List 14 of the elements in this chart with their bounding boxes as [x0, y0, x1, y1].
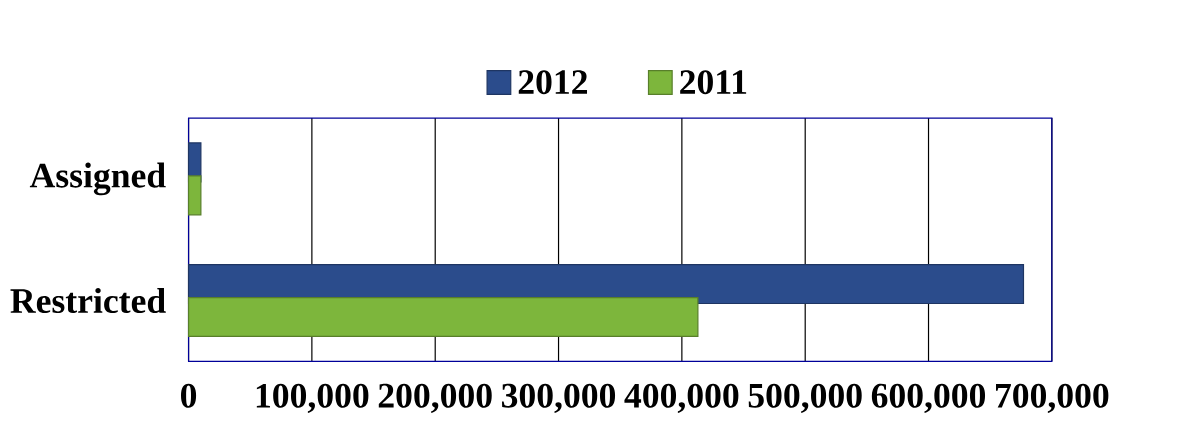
- x-tick-label: 200,000: [378, 383, 492, 413]
- x-tick-label: 0: [181, 383, 197, 408]
- x-tick-label: 700,000: [996, 383, 1109, 413]
- legend-label: 2011: [680, 70, 747, 95]
- bar: [187, 175, 202, 216]
- x-tick-label: 100,000: [256, 383, 369, 413]
- y-tick-label: Assigned: [29, 162, 166, 196]
- x-tick-label: 500,000: [748, 383, 862, 413]
- x-tick-label: 600,000: [871, 383, 986, 413]
- y-tick-label: Restricted: [10, 288, 166, 314]
- x-tick-label: 400,000: [624, 383, 739, 413]
- x-tick-label: 300,000: [502, 383, 616, 413]
- bar: [187, 297, 699, 338]
- legend-label: 2012: [518, 70, 588, 95]
